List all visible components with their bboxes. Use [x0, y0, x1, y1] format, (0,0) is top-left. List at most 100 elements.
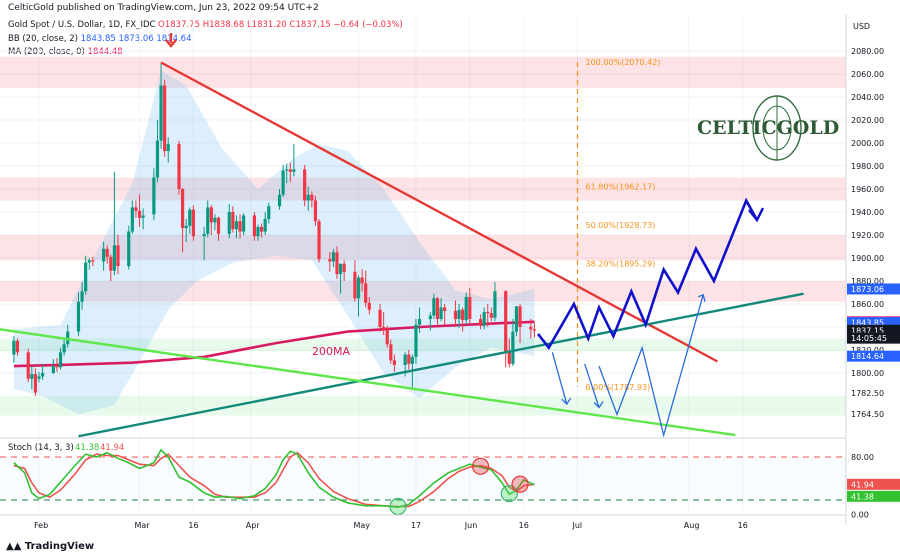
candle-body[interactable]	[87, 260, 91, 263]
candle-body[interactable]	[306, 194, 310, 201]
candle-body[interactable]	[328, 259, 332, 262]
candle-body[interactable]	[335, 252, 339, 275]
candle-body[interactable]	[392, 360, 397, 365]
candle-body[interactable]	[238, 221, 242, 232]
candle-body[interactable]	[310, 194, 314, 201]
candle-body[interactable]	[234, 221, 239, 230]
candle-body[interactable]	[478, 318, 483, 326]
candle-body[interactable]	[166, 144, 170, 152]
candle-body[interactable]	[511, 331, 515, 364]
candle-body[interactable]	[252, 215, 256, 237]
candle-body[interactable]	[432, 298, 436, 316]
candle-body[interactable]	[191, 209, 195, 237]
projection-main[interactable]	[536, 197, 759, 351]
candle-body[interactable]	[514, 306, 519, 332]
candle-body[interactable]	[159, 85, 163, 141]
candle-body[interactable]	[62, 344, 66, 353]
candle-body[interactable]	[188, 209, 192, 226]
candle-body[interactable]	[360, 277, 364, 284]
candle-body[interactable]	[453, 310, 458, 319]
candle-body[interactable]	[468, 297, 472, 319]
candle-body[interactable]	[317, 221, 321, 260]
candle-body[interactable]	[353, 271, 357, 299]
candle-body[interactable]	[242, 215, 246, 232]
candle-body[interactable]	[80, 291, 84, 302]
candle-body[interactable]	[231, 212, 235, 230]
candle-body[interactable]	[76, 301, 81, 332]
candle-body[interactable]	[356, 277, 361, 299]
candle-body[interactable]	[213, 217, 217, 223]
candle-body[interactable]	[184, 225, 188, 229]
candle-body[interactable]	[141, 215, 145, 218]
candle-body[interactable]	[338, 263, 343, 275]
candle-body[interactable]	[403, 354, 407, 365]
candle-body[interactable]	[435, 298, 440, 319]
candle-body[interactable]	[507, 352, 511, 364]
trendline-rising-support[interactable]	[78, 292, 804, 438]
stoch-k-line[interactable]	[13, 448, 535, 509]
candle-body[interactable]	[367, 302, 371, 310]
candle-body[interactable]	[489, 313, 493, 318]
candle-body[interactable]	[486, 312, 490, 314]
candle-body[interactable]	[137, 210, 142, 218]
candle-body[interactable]	[281, 170, 285, 195]
candle-body[interactable]	[134, 207, 138, 211]
candle-body[interactable]	[464, 297, 468, 321]
ma-legend[interactable]: MA (200, close, 0) 1844.48	[8, 47, 123, 57]
candle-body[interactable]	[58, 352, 63, 368]
candle-body[interactable]	[51, 366, 55, 373]
candle-body[interactable]	[26, 352, 30, 379]
candle-body[interactable]	[267, 206, 271, 219]
candle-body[interactable]	[177, 144, 181, 189]
candle-body[interactable]	[209, 207, 213, 223]
candle-body[interactable]	[417, 318, 422, 325]
candle-body[interactable]	[428, 315, 432, 319]
candle-body[interactable]	[227, 212, 231, 234]
stoch-d-line[interactable]	[13, 451, 535, 508]
candle-body[interactable]	[37, 376, 41, 379]
candle-body[interactable]	[12, 340, 16, 355]
tradingview-logo[interactable]: ▲▲ TradingView	[6, 541, 94, 552]
candle-body[interactable]	[461, 309, 465, 321]
candle-body[interactable]	[482, 312, 486, 326]
candle-body[interactable]	[382, 327, 386, 330]
bb-legend[interactable]: BB (20, close, 2) 1843.85 1873.06 1814.6…	[8, 34, 192, 44]
price-axis[interactable]	[846, 14, 900, 524]
candle-body[interactable]	[116, 245, 120, 267]
candle-body[interactable]	[109, 256, 113, 271]
candle-body[interactable]	[504, 291, 508, 353]
candle-body[interactable]	[55, 366, 59, 368]
candle-body[interactable]	[313, 200, 318, 222]
candle-body[interactable]	[256, 226, 260, 237]
candle-body[interactable]	[15, 340, 20, 353]
ma200-line[interactable]	[13, 320, 535, 368]
candle-body[interactable]	[206, 207, 210, 234]
candle-body[interactable]	[30, 374, 34, 379]
candle-body[interactable]	[216, 217, 221, 234]
candle-body[interactable]	[202, 233, 206, 237]
candle-body[interactable]	[102, 248, 106, 262]
candle-body[interactable]	[112, 245, 116, 271]
symbol-name[interactable]: Gold Spot / U.S. Dollar, 1D, FX_IDC	[8, 20, 156, 30]
candle-body[interactable]	[263, 218, 267, 232]
candle-body[interactable]	[493, 291, 497, 318]
candle-body[interactable]	[105, 248, 109, 257]
candle-body[interactable]	[285, 169, 289, 171]
candle-body[interactable]	[414, 324, 418, 357]
candle-body[interactable]	[529, 327, 533, 330]
candle-body[interactable]	[385, 329, 389, 345]
candle-body[interactable]	[33, 374, 38, 393]
candle-body[interactable]	[439, 307, 443, 319]
candle-body[interactable]	[181, 189, 185, 229]
candle-body[interactable]	[127, 231, 131, 267]
candle-body[interactable]	[410, 356, 414, 364]
candle-body[interactable]	[378, 309, 382, 327]
candle-body[interactable]	[364, 283, 368, 303]
trendline-resistance[interactable]	[160, 61, 719, 363]
candle-body[interactable]	[342, 263, 346, 272]
candle-body[interactable]	[163, 85, 167, 152]
candle-body[interactable]	[292, 169, 296, 172]
candle-body[interactable]	[532, 329, 537, 331]
candle-body[interactable]	[443, 307, 447, 311]
